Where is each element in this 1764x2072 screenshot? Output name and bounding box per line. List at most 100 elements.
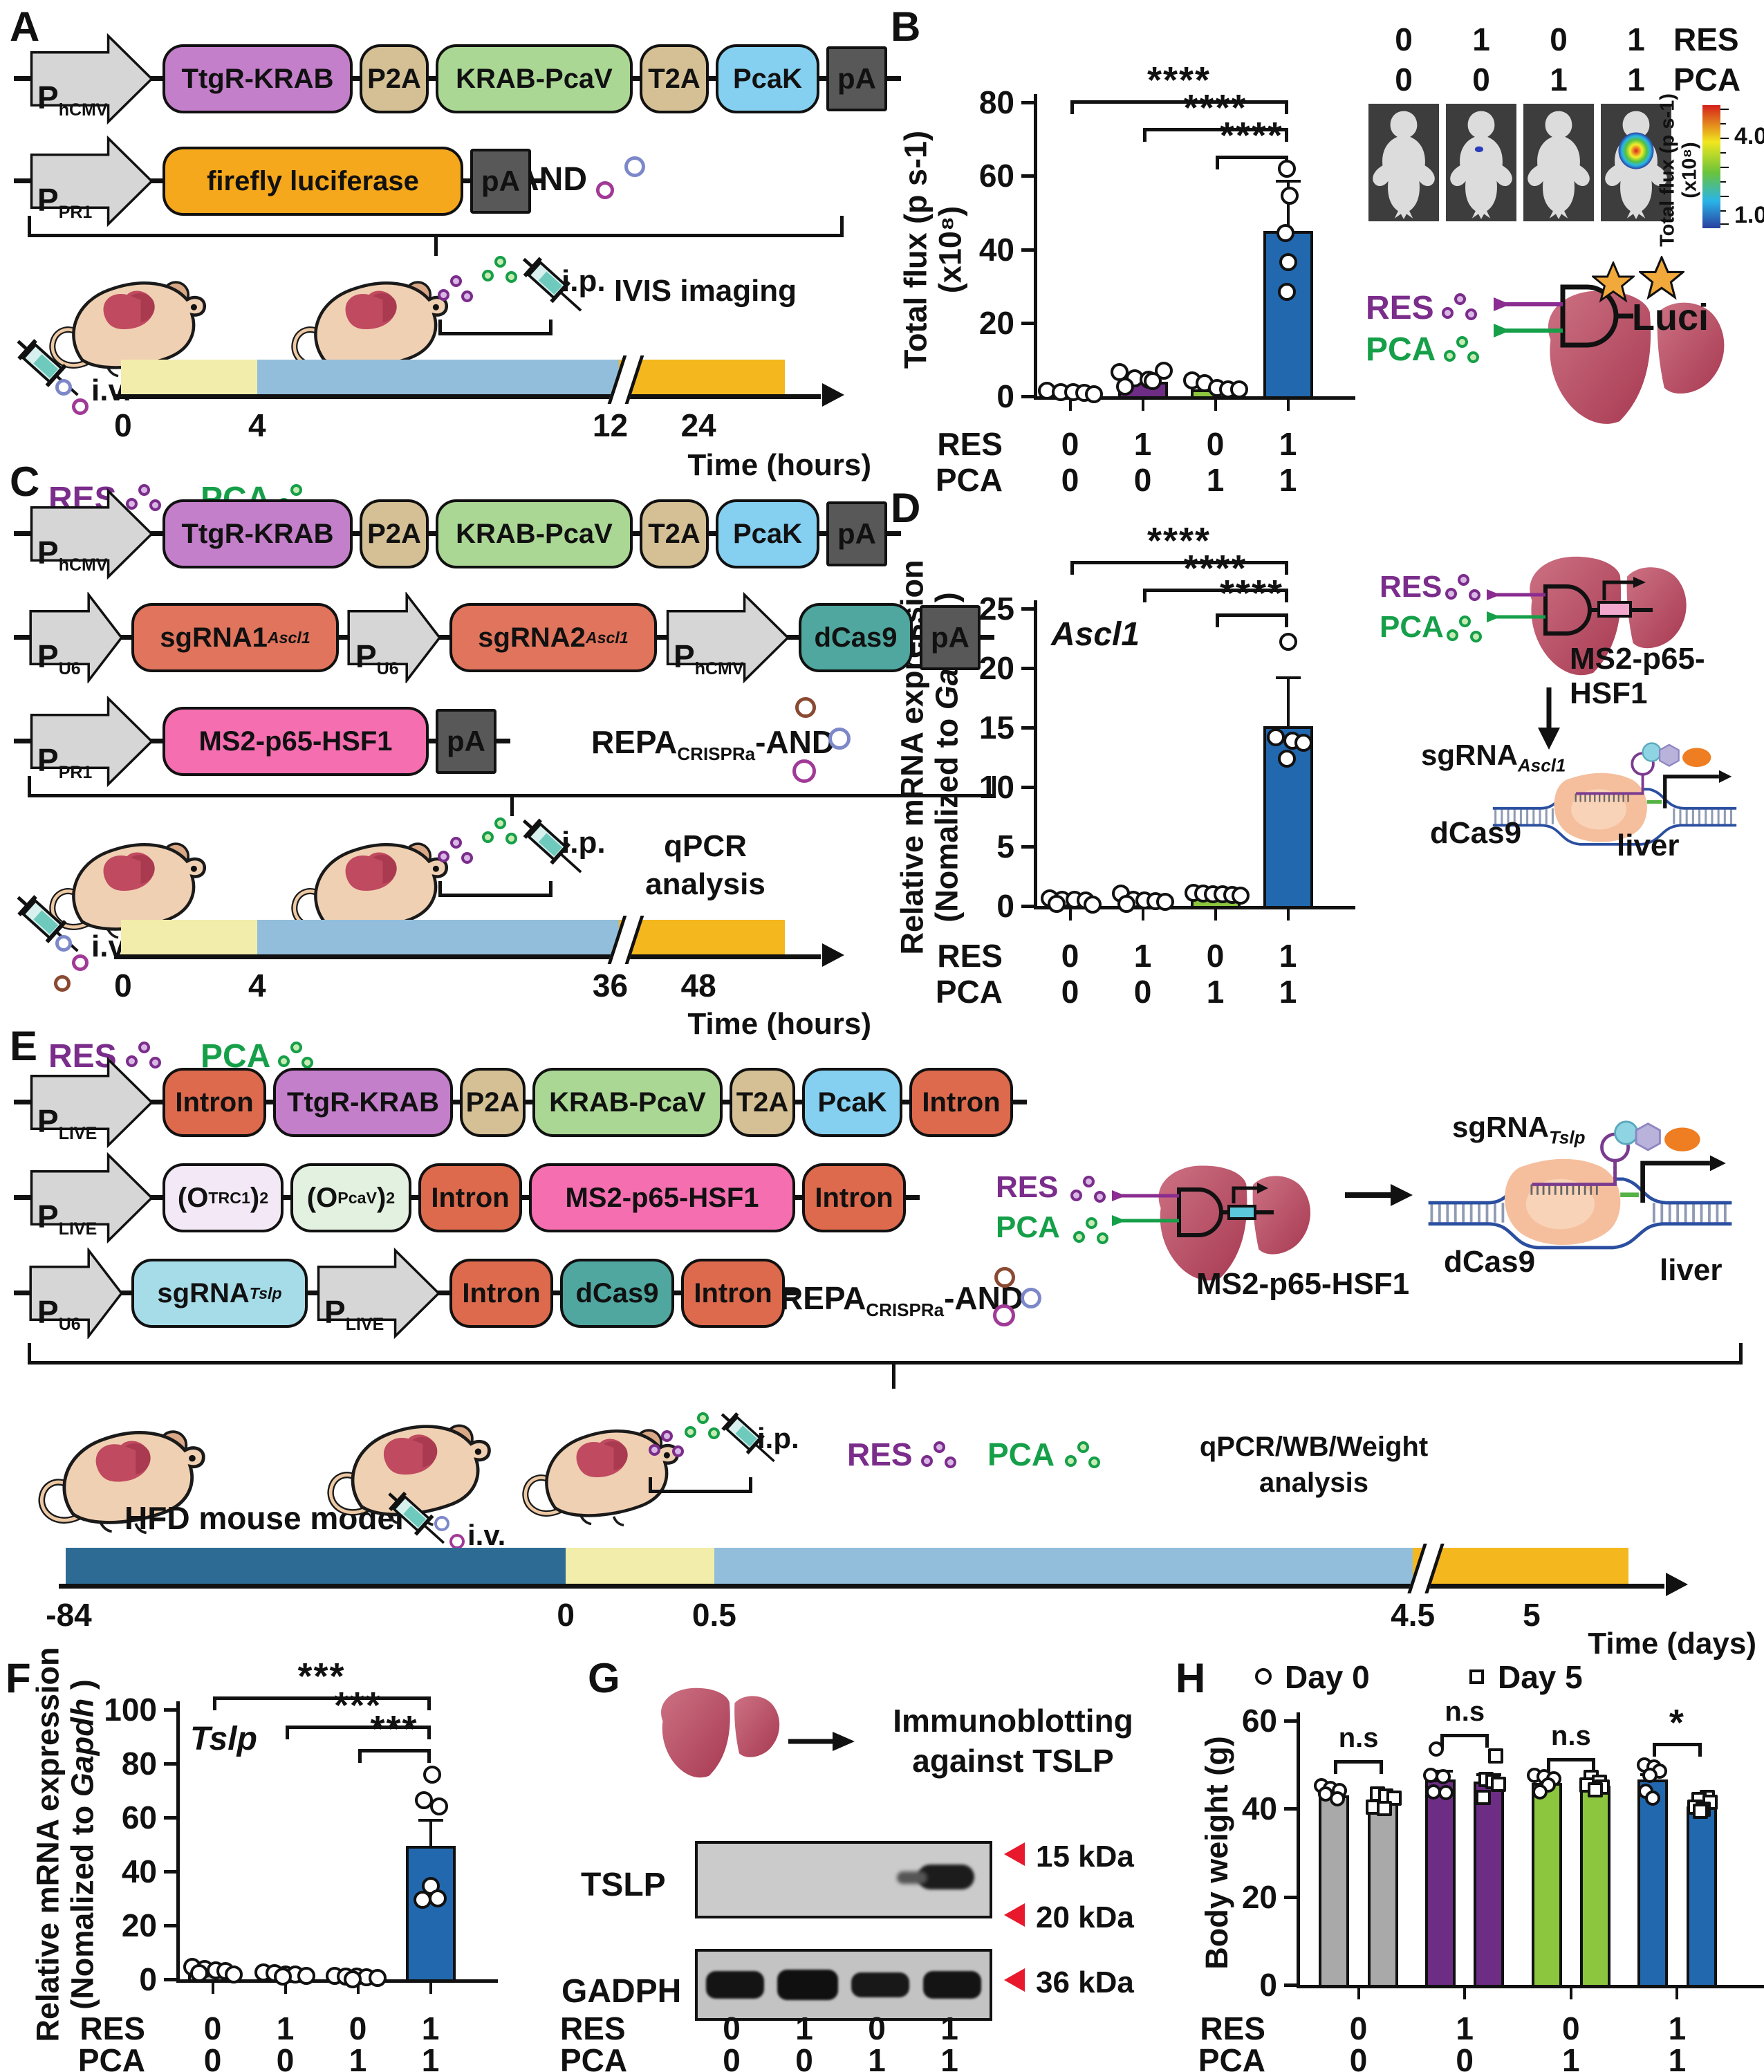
liver-icon: [650, 1682, 785, 1796]
dcas9-label: dCas9: [1444, 1245, 1536, 1279]
tslp-mrna-chart: 0 20 40 60 80 100 Relative mRNA expression (Nom…: [28, 1647, 526, 2072]
pca-molecule-dots: [278, 1042, 321, 1076]
liver-and-gate-diagram: [1494, 256, 1725, 424]
gadph-western-blot: [695, 1949, 992, 2021]
ascl1-mrna-chart: 0 5 10 15 20 25 Relative mRNA expression (Nomal…: [895, 505, 1373, 1010]
panel-f-label: F: [6, 1655, 31, 1701]
timeline-a: 0 4 12 24: [114, 355, 844, 452]
panel-e-label: E: [10, 1023, 38, 1069]
vector-vial-icon: [72, 398, 89, 415]
ms2-p65-hsf1-label: MS2-p65-HSF1: [1196, 1267, 1410, 1301]
ip-bracket: [438, 881, 553, 898]
time-axis-label: Time (hours): [687, 1007, 871, 1041]
qpcr-wb-weight-label: qPCR/WB/Weight analysis: [1199, 1432, 1429, 1498]
res-molecule-dots: [126, 484, 169, 519]
dcas9-label: dCas9: [1430, 816, 1522, 850]
colorbar-axis-label: Total flux (p s-1) (x10⁸): [1656, 93, 1701, 247]
vector-vial-icon: [1021, 1288, 1041, 1308]
colorbar-max: 4.0: [1734, 123, 1764, 149]
pca-input-label: PCA: [1380, 610, 1444, 644]
ip-label: i.p.: [757, 1422, 799, 1454]
mouse-icon: [520, 1403, 683, 1530]
panel-a-label: A: [10, 3, 40, 50]
pca-input-label: PCA: [996, 1210, 1060, 1244]
pca-molecule-dots: [1444, 336, 1487, 371]
sgrna-label: sgRNAAscl1: [1421, 739, 1566, 776]
liver-and-gate-diagram: [1487, 556, 1687, 676]
panel-d-label: D: [891, 485, 921, 531]
panel-b-label: B: [891, 3, 921, 50]
total-flux-chart: 0 20 40 60 80 Total flux (p s-1) (x10⁸) **** ***…: [895, 19, 1373, 498]
immunoblotting-label: Immunoblotting against TSLP: [893, 1703, 1133, 1779]
res-input-label: RES: [1380, 570, 1442, 604]
vector-vial-icon: [792, 759, 816, 783]
vector-vial-icon: [55, 935, 72, 952]
vector-vial-icon: [993, 1304, 1015, 1326]
liver-label: liver: [1660, 1253, 1723, 1287]
res-molecule-dots: [1070, 1176, 1113, 1210]
pca-molecule-dots: [1073, 1217, 1116, 1252]
panel-h-label: H: [1176, 1655, 1206, 1701]
iv-label: i.v.: [467, 1519, 506, 1551]
band-arrow-icon: [1004, 1842, 1025, 1866]
vector-vial-icon: [994, 1267, 1015, 1288]
kda-20-label: 20 kDa: [1036, 1900, 1134, 1934]
pca-molecule-dots: [482, 817, 525, 852]
ms2-p65-hsf1-label: MS2-p65-HSF1: [1570, 642, 1705, 710]
liver-and-gate-diagram: [1112, 1165, 1310, 1281]
vector-vial-icon: [54, 975, 71, 992]
res-molecule-dots: [921, 1441, 964, 1476]
ivis-mouse-image: [1523, 104, 1594, 221]
pca-molecule-dots: [685, 1412, 727, 1447]
repa-crispra-and-label: REPACRISPRa-AND: [780, 1280, 1024, 1321]
band-arrow-icon: [1004, 1903, 1025, 1927]
construct-bracket-e: [28, 1343, 1743, 1393]
construct-a2: PPR1 firefly luciferase pA: [14, 136, 545, 227]
vector-vial-icon: [449, 1534, 465, 1549]
ivis-mouse-image: [1446, 104, 1516, 221]
construct-e1: PLIVE Intron TtgR-KRAB P2A KRAB-PcaV T2A PcaK I…: [14, 1057, 1027, 1148]
pca-molecule-dots: [1447, 616, 1489, 650]
res-input-label: RES: [1366, 290, 1434, 326]
res-molecule-dots: [1442, 293, 1485, 328]
right-arrow-icon: [788, 1732, 855, 1751]
repa-crispra-and-label: REPACRISPRa-AND: [591, 724, 835, 765]
ivis-mouse-image-luminescent: [1601, 104, 1671, 221]
construct-a1: PhCMV TtgR-KRAB P2A KRAB-PcaV T2A PcaK pA: [14, 33, 901, 124]
day5-legend-marker: [1469, 1669, 1484, 1684]
right-arrow-icon: [1345, 1184, 1413, 1206]
res-molecule-dots: [438, 837, 481, 871]
construct-e3: PU6 sgRNA Tslp PLIVE Intron dCas9 Intron: [14, 1248, 799, 1339]
res-legend-label: RES: [48, 1038, 117, 1075]
body-weight-chart: 0 20 40 60 Body weight (g) n.s n.s n.s * RES 0 1 0 1 P…: [1176, 1687, 1764, 2072]
vector-vial-icon: [795, 697, 816, 718]
tslp-blot-label: TSLP: [581, 1867, 666, 1903]
pca-vial-icon: [624, 156, 645, 177]
ip-bracket: [649, 1477, 752, 1494]
time-axis-label: Time (days): [1588, 1627, 1756, 1661]
day5-legend-label: Day 5: [1498, 1659, 1583, 1695]
ip-label: i.p.: [561, 264, 606, 298]
colorbar-min: 1.0: [1734, 202, 1764, 228]
ip-bracket: [438, 320, 553, 336]
tslp-western-blot: [695, 1841, 992, 1918]
liver-label: liver: [1617, 829, 1680, 862]
res-legend-label: RES: [847, 1436, 913, 1472]
panel-c-label: C: [10, 459, 40, 505]
res-molecule-dots: [126, 1042, 169, 1076]
res-vial-icon: [596, 181, 614, 199]
res-molecule-dots: [649, 1430, 691, 1465]
qpcr-analysis-label: qPCR analysis: [645, 829, 765, 901]
vector-vial-icon: [72, 954, 89, 971]
timeline-c: 0 4 36 48: [114, 916, 844, 1012]
colorbar: [1702, 105, 1729, 228]
vector-vial-icon: [434, 1516, 449, 1531]
panel-g-label: G: [588, 1655, 620, 1701]
ivis-imaging-label: IVIS imaging: [614, 274, 797, 308]
day0-legend-marker: [1255, 1668, 1272, 1685]
construct-c3: PPR1 MS2-p65-HSF1 pA: [14, 696, 510, 787]
res-input-label: RES: [996, 1170, 1059, 1204]
pca-input-label: PCA: [1366, 331, 1436, 368]
luci-output-label: Luci: [1632, 297, 1709, 338]
